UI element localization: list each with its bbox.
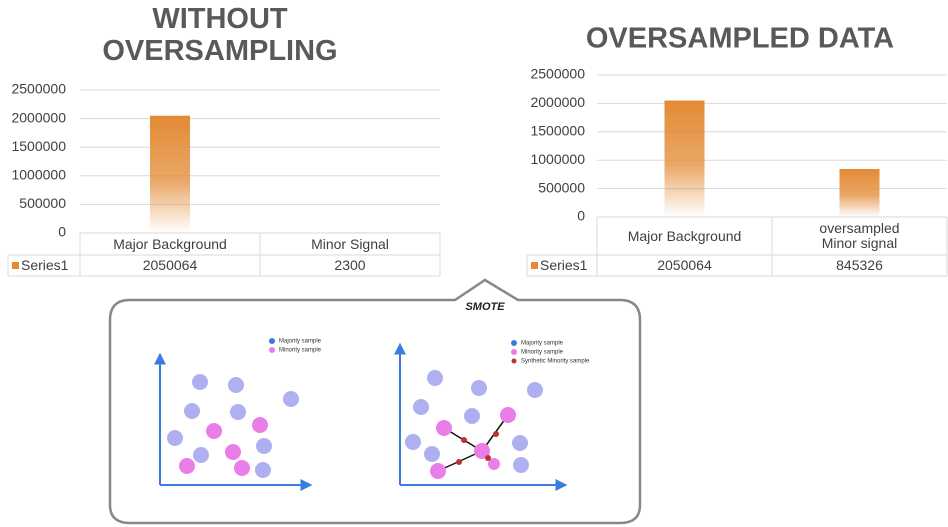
- legend-swatch: [511, 358, 517, 364]
- legend-label: Minority sample: [521, 350, 564, 356]
- y-tick-label: 0: [577, 208, 585, 224]
- x-tick-label: Major Background: [627, 227, 742, 244]
- diagram-title: SMOTE: [465, 301, 505, 313]
- legend-label: Majority sample: [521, 341, 564, 347]
- bar: [839, 168, 880, 217]
- y-tick-label: 1500000: [11, 138, 66, 154]
- y-tick-label: 2500000: [530, 66, 585, 82]
- table-value: 2050064: [657, 257, 712, 273]
- legend-swatch: [511, 340, 517, 346]
- minority-dots: [179, 407, 516, 479]
- bar: [664, 100, 705, 217]
- category-cell: oversampled Minor signal: [819, 220, 900, 251]
- category-cell: Minor Signal: [311, 235, 389, 252]
- title-line: OVERSAMPLING: [102, 35, 337, 67]
- legend-swatch: [511, 349, 517, 355]
- table-value: 2050064: [143, 257, 198, 273]
- y-tick-label: 500000: [19, 195, 66, 211]
- title-line: WITHOUT: [152, 3, 288, 35]
- legend-label: Series1: [540, 257, 588, 273]
- smote-diagram: SMOTE Majority sample Minority sample Ma…: [108, 278, 642, 525]
- callout-frame: [108, 278, 642, 525]
- majority-dots: [167, 370, 543, 478]
- legend-swatch: [269, 338, 275, 344]
- legend-swatch: [12, 262, 19, 269]
- y-tick-label: 1000000: [11, 167, 66, 183]
- category-cell: Major Background: [627, 227, 742, 244]
- x-tick-label: oversampled Minor signal: [819, 220, 900, 251]
- y-tick-label: 2000000: [530, 94, 585, 110]
- chart-title: WITHOUT OVERSAMPLING: [102, 3, 337, 67]
- y-tick-label: 0: [58, 224, 66, 240]
- chart-title: OVERSAMPLED DATA: [586, 23, 894, 55]
- legend-label: Majority sample: [279, 339, 322, 345]
- y-tick-label: 2000000: [11, 109, 66, 125]
- y-tick-label: 2500000: [11, 81, 66, 97]
- category-cell: Major Background: [113, 235, 227, 252]
- legend-label: Synthetic Minority sample: [521, 359, 590, 365]
- legend-swatch: [269, 347, 275, 353]
- table-value: 845326: [836, 257, 883, 273]
- legend-label: Minority sample: [279, 348, 322, 354]
- y-tick-label: 1000000: [530, 151, 585, 167]
- table-value: 2300: [334, 257, 365, 273]
- x-tick-label: Major Background: [113, 235, 227, 252]
- bar: [150, 115, 190, 233]
- synthetic-dots: [456, 431, 499, 465]
- y-tick-label: 1500000: [530, 123, 585, 139]
- x-tick-label: Minor Signal: [311, 235, 389, 252]
- legend-swatch: [531, 262, 538, 269]
- legend-label: Series1: [21, 257, 69, 273]
- y-tick-label: 500000: [538, 179, 585, 195]
